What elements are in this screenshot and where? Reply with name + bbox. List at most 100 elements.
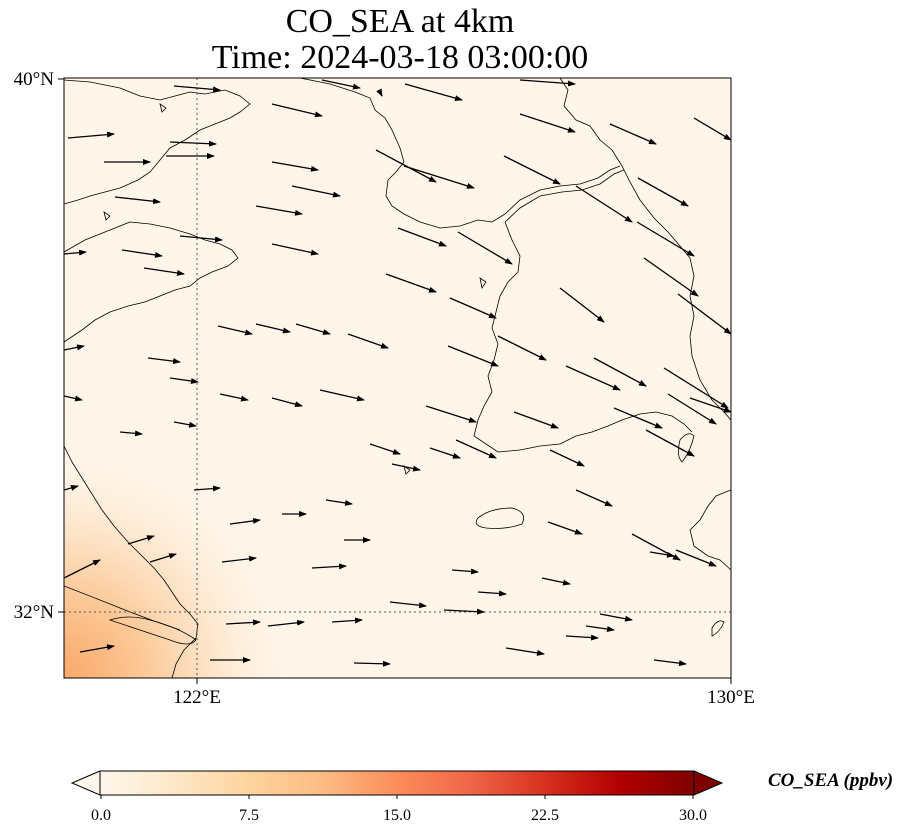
wind-arrow [173,421,197,428]
wind-arrow [169,140,217,147]
yalu-river [504,169,625,223]
wind-arrow [613,407,663,429]
wind-arrow [64,485,79,491]
wind-arrow [599,613,633,622]
cb-tick-label: 7.5 [239,807,259,824]
wind-arrow [457,231,513,265]
wind-arrow [64,395,83,402]
wind-arrow [321,79,361,90]
wind-arrow [404,83,463,101]
wind-arrow [325,499,353,506]
wind-arrow [637,177,689,207]
wind-arrow [643,257,699,297]
coastline-liaodong [299,78,506,229]
gridlines [64,78,731,678]
wind-arrow [271,161,319,172]
wind-arrow [559,287,605,323]
jeju-island [475,507,525,529]
wind-arrow [663,367,729,409]
wind-arrow [221,555,257,563]
cb-tick-label: 0.0 [91,807,111,824]
lat-label-40n: 40°N [14,69,55,90]
wind-arrow [255,323,291,334]
coastline-shandong [64,221,239,343]
wind-arrow [389,601,427,609]
wind-arrow [67,131,115,139]
lon-label-130e: 130°E [707,687,755,708]
wind-arrow [119,430,143,437]
wind-arrow [547,521,583,535]
wind-arrow [143,267,185,276]
lat-label-32n: 32°N [14,602,55,623]
wind-arrow [64,344,85,351]
islet [403,465,411,475]
coastline-north-korea-east [559,78,731,421]
wind-arrow [519,113,576,133]
wind-arrow [229,517,261,525]
colorbar-extend-max [693,770,724,796]
cb-tick-label: 30.0 [679,807,707,824]
title-line2: Time: 2024-03-18 03:00:00 [211,39,589,76]
estuary-channel [64,585,181,631]
wind-arrow [447,345,499,367]
colorbar: 0.0 7.5 15.0 22.5 30.0 [70,770,724,824]
wind-arrow [173,85,221,93]
coastline-kyushu [689,489,731,571]
wind-arrow [403,165,475,189]
title-line1: CO_SEA at 4km [285,3,515,40]
wind-arrow [636,221,695,257]
wind-arrow [64,559,101,579]
wind-arrow [79,644,115,653]
wind-arrow [677,293,731,335]
wind-arrow [429,447,461,459]
wind-arrow [217,325,253,336]
wind-arrow [675,549,717,567]
wind-arrow [311,563,347,570]
wind-arrow [593,357,647,387]
wind-arrow [369,443,401,455]
wind-vectors [64,79,731,667]
wind-arrow [477,590,507,597]
wind-arrow [565,365,621,391]
colorbar-extend-min [70,770,101,796]
wind-arrow [503,155,561,185]
cb-tick-label: 22.5 [531,807,559,824]
wind-arrow [295,323,331,335]
wind-arrow [667,393,717,425]
wind-arrow [519,79,576,87]
wind-arrow [645,429,695,457]
wind-arrow [585,625,615,632]
wind-arrow [353,660,391,667]
wind-arrow [649,551,675,558]
colorbar-label: CO_SEA (ppbv) [768,770,894,791]
wind-arrow [497,335,547,361]
wind-arrow [271,397,303,408]
korea-china-border [504,165,621,215]
wind-arrow [225,619,261,626]
wind-arrow [443,608,485,615]
wind-arrow [149,553,177,563]
wind-arrow [451,568,479,575]
coastline-korea-west [473,221,561,453]
wind-arrow [513,411,559,429]
coastline-korea-south [559,411,693,445]
islet [103,211,111,221]
wind-arrow [64,249,87,256]
wind-arrow [255,205,303,216]
wind-arrow [121,249,163,258]
wind-arrow [291,185,341,198]
chongming-island [108,616,197,645]
wind-arrow [193,485,221,492]
wind-arrow [331,617,363,624]
wind-arrow [653,659,687,667]
wind-arrow [565,634,599,641]
islet [479,277,487,290]
wind-arrow [169,377,199,384]
map-title: CO_SEA at 4km Time: 2024-03-18 03:00:00 [0,4,800,76]
wind-arrow [319,389,365,402]
coastline-jiangsu [64,445,199,678]
map-frame [63,77,732,679]
wind-arrow [609,123,657,145]
wind-arrow [693,117,731,141]
